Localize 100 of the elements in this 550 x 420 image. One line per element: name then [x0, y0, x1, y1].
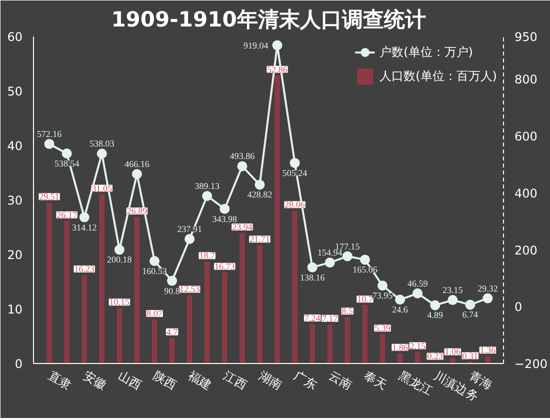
point [132, 169, 142, 180]
bar [380, 334, 386, 364]
data-label: 5.39 [374, 323, 391, 334]
chart-title: 1909-1910年清末人口调查统计 [111, 8, 426, 32]
data-label: 10.7 [357, 294, 374, 304]
data-label: 31.05 [92, 183, 113, 194]
data-label: 52.86 [267, 64, 288, 74]
bar [64, 220, 70, 364]
data-label: 46.59 [407, 278, 428, 288]
point [412, 288, 423, 298]
y2-tick-label: 0 [514, 300, 522, 314]
bar [222, 272, 228, 364]
data-label: 90.8 [164, 286, 180, 296]
point [395, 294, 406, 305]
data-label: 18.7 [199, 250, 216, 261]
data-label: 200.18 [107, 254, 132, 265]
data-label: 73.95 [372, 290, 394, 301]
y2-tick-label: 400 [514, 186, 538, 200]
data-label: 1.86 [392, 342, 408, 352]
bar [344, 317, 350, 364]
point [220, 204, 230, 214]
bar [292, 210, 298, 364]
y2-tick-label: 200 [514, 243, 538, 258]
point [272, 40, 282, 50]
data-label: 8.5 [342, 306, 354, 316]
data-label: 343.98 [212, 214, 238, 224]
point [202, 190, 212, 201]
point [150, 256, 160, 266]
data-label: 466.16 [124, 159, 150, 170]
point [430, 300, 440, 310]
y-tick-label: 40 [7, 139, 23, 153]
data-label: 1.06 [444, 346, 462, 357]
data-label: 538.54 [54, 158, 80, 168]
data-label: 7.17 [322, 313, 338, 324]
data-label: 919.04 [244, 40, 269, 50]
point [342, 251, 352, 262]
bar [116, 308, 122, 364]
data-label: 23.15 [442, 285, 464, 296]
point [307, 262, 318, 272]
data-label: 26.17 [56, 210, 78, 220]
data-label: 493.86 [230, 151, 256, 162]
bar [152, 320, 158, 364]
data-label: 21.71 [250, 234, 270, 244]
bar [257, 245, 262, 364]
y-tick-label: 0 [14, 357, 23, 371]
x-tick-label: 云南 [326, 368, 354, 392]
y-tick-label: 30 [7, 194, 23, 208]
data-label: 538.03 [90, 138, 115, 149]
bar [99, 194, 105, 364]
y2-tick-label: −200 [514, 357, 548, 371]
bar [204, 262, 210, 364]
x-tick-label: 奉天 [362, 368, 390, 392]
x-tick-label: 山西 [116, 368, 144, 392]
point [79, 212, 90, 222]
point [114, 244, 124, 255]
data-label: 4.7 [166, 326, 178, 337]
point [184, 234, 195, 244]
y-tick-label: 10 [7, 302, 23, 316]
bar [134, 216, 140, 364]
data-label: 10.15 [109, 297, 130, 308]
data-label: 26.89 [126, 206, 148, 216]
point [482, 293, 493, 304]
data-label: 6.74 [462, 310, 479, 320]
bar [169, 338, 175, 364]
x-tick-label: 广东 [291, 368, 320, 392]
data-label: 0.23 [427, 351, 444, 362]
data-label: 12.53 [179, 284, 200, 294]
data-label: 24.6 [392, 304, 408, 315]
x-tick-label: 福建 [186, 368, 214, 392]
y2-tick-label: 600 [514, 130, 538, 144]
point [360, 254, 370, 265]
point [448, 295, 458, 306]
data-label: 314.12 [72, 222, 97, 232]
point [237, 161, 248, 172]
data-label: 8.07 [146, 308, 163, 319]
y-tick-label: 20 [7, 248, 23, 262]
bar [450, 358, 456, 364]
data-label: 16.73 [214, 261, 236, 272]
point [254, 180, 265, 190]
legend-label: 户数(单位：万户) [380, 44, 473, 60]
data-label: 160.53 [142, 266, 168, 276]
x-tick-label: 黑龙江 [396, 368, 435, 398]
point [96, 148, 107, 159]
data-label: 2.15 [410, 340, 426, 351]
y2-tick-label: 800 [514, 72, 538, 87]
bar [240, 233, 245, 364]
data-label: 23.94 [232, 222, 253, 232]
data-label: 165.06 [352, 264, 378, 275]
legend-label: 人口数(单位：百万人) [380, 68, 497, 84]
bar [327, 324, 333, 364]
bar [186, 295, 192, 364]
data-label: 28.06 [284, 200, 306, 210]
bar [82, 275, 87, 364]
data-label: 0.31 [462, 350, 478, 361]
point [290, 158, 300, 168]
x-tick-label: 直隶 [46, 368, 74, 392]
data-label: 1.36 [480, 345, 496, 356]
bar [362, 305, 368, 364]
point [377, 280, 388, 291]
x-tick-label: 湖南 [256, 368, 284, 392]
